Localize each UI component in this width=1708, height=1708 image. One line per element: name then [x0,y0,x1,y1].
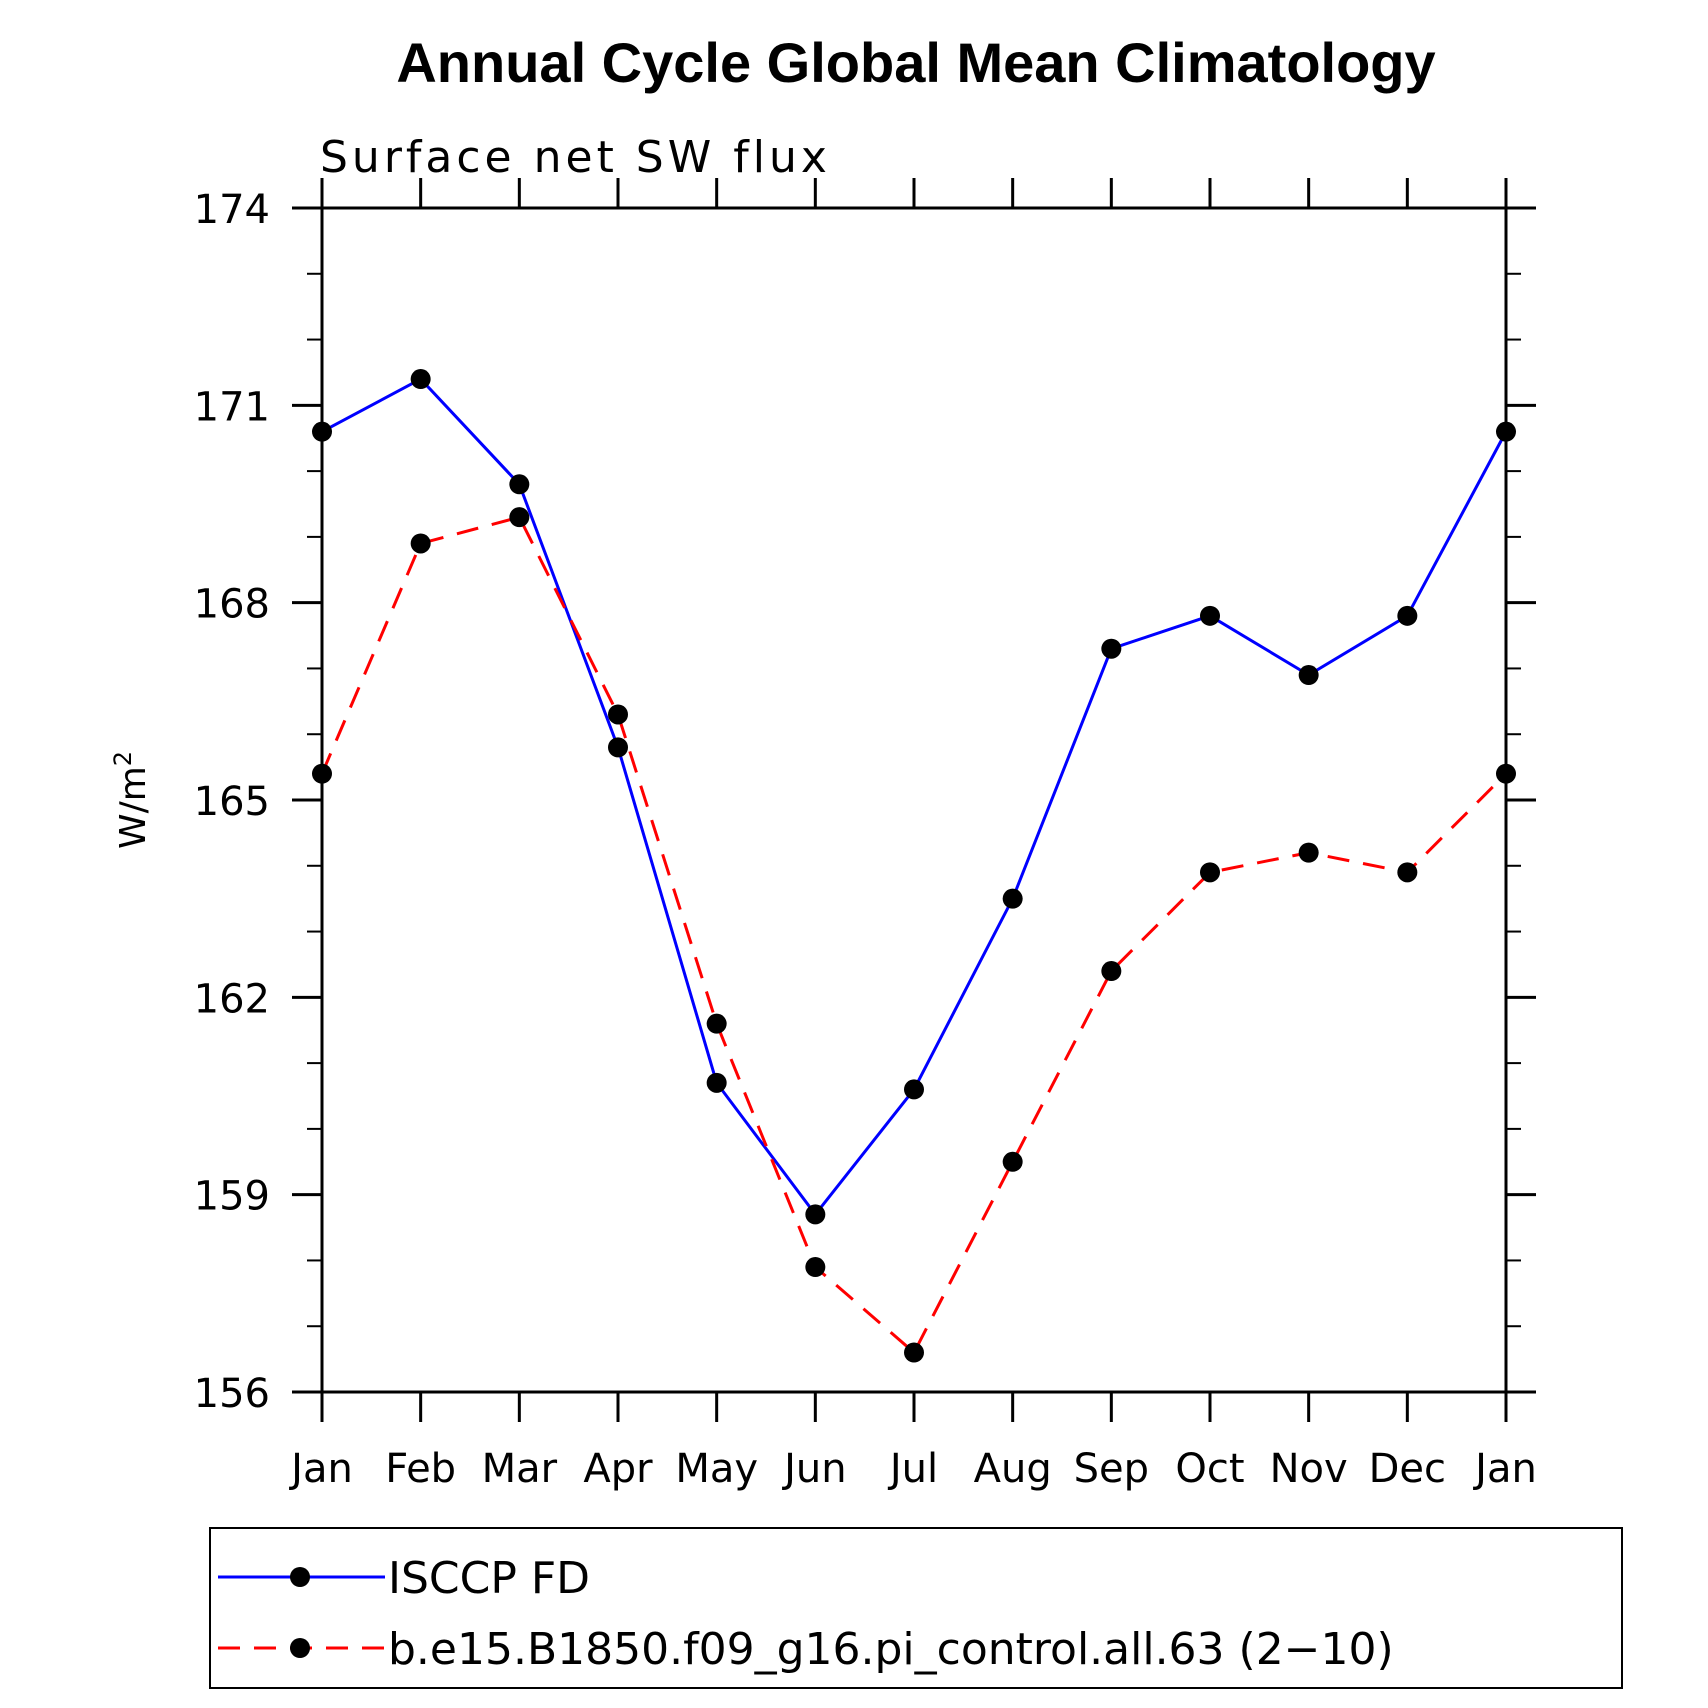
data-point [805,1204,826,1225]
series-1 [312,369,1516,1225]
series-line [320,515,1508,1355]
y-tick-label: 162 [194,976,270,1022]
x-tick-label: Mar [482,1446,558,1492]
x-tick-label: Dec [1369,1446,1446,1492]
y-tick-label: 168 [194,582,270,628]
legend-box [209,1527,1623,1689]
legend-marker [290,1567,310,1587]
plot-frame [320,206,1508,1394]
y-tick-label: 159 [194,1174,270,1220]
data-point [1298,665,1319,686]
x-tick-label: Oct [1175,1446,1244,1492]
y-tick-label: 165 [194,779,270,825]
x-tick-label: Jan [1472,1446,1537,1492]
y-axis-label: W/m2 [109,751,154,849]
x-tick-label: Jul [887,1446,938,1492]
y-tick-label: 156 [194,1371,270,1417]
data-point [509,507,530,528]
data-point [1002,888,1023,909]
data-point [1397,605,1418,626]
data-point [706,1072,727,1093]
x-tick-label: Nov [1270,1446,1348,1492]
data-point [706,1013,727,1034]
data-point [1101,961,1122,982]
legend-item: ISCCP FD [218,1553,590,1604]
y-tick-label: 171 [194,384,270,430]
data-point [608,737,628,758]
x-tick-label: Feb [385,1446,456,1492]
series-layer [312,369,1516,1363]
data-point [410,533,431,554]
data-point [509,474,530,495]
data-point [1496,763,1516,784]
x-tick-label: Jan [288,1446,353,1492]
x-tick-label: Apr [583,1446,653,1492]
y-axis-label-superscript: 2 [109,751,137,766]
data-point [410,369,431,390]
data-point [805,1257,826,1278]
x-tick-label: Jun [781,1446,847,1492]
chart-title: Annual Cycle Global Mean Climatology [396,31,1435,94]
y-axis-label-text: W/m [113,766,154,849]
plot-border [320,206,1508,1394]
legend-item: b.e15.B1850.f09_g16.pi_control.all.63 (2… [218,1624,1394,1675]
data-point [1200,605,1220,626]
legend-label: b.e15.B1850.f09_g16.pi_control.all.63 (2… [388,1624,1394,1675]
data-point [1298,842,1319,863]
axis-tick-labels: 156 159 162 165 168 171 174 Jan Feb Mar Apr May Jun J… [194,187,1537,1492]
svg-text:W/m2: W/m2 [109,751,154,849]
data-point [1200,862,1220,883]
data-point [1101,638,1122,659]
data-point [904,1342,924,1363]
x-tick-label: Aug [974,1446,1052,1492]
legend-label: ISCCP FD [388,1553,590,1604]
legend-marker [290,1638,310,1658]
data-point [1002,1151,1023,1172]
axis-ticks [292,178,1536,1422]
y-tick-label: 174 [194,187,270,233]
chart-subtitle: Surface net SW flux [320,132,831,183]
data-point [1496,421,1516,442]
data-point [312,763,332,784]
x-tick-label: Sep [1074,1446,1149,1492]
data-point [904,1079,924,1100]
series-2 [312,507,1516,1363]
data-point [1397,862,1418,883]
data-point [312,421,332,442]
legend: ISCCP FD b.e15.B1850.f09_g16.pi_control.a… [209,1527,1623,1689]
data-point [608,704,628,725]
x-tick-label: May [675,1446,758,1492]
